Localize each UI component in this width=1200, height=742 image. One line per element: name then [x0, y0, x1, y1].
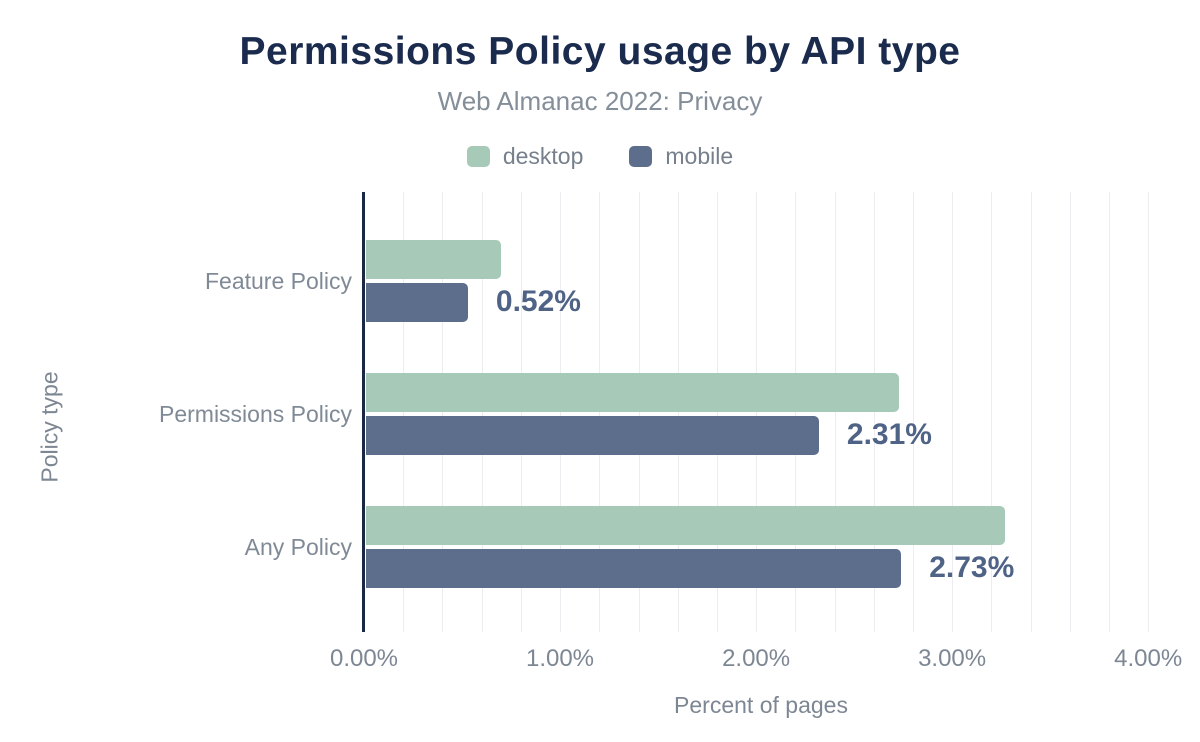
- mobile-bar: [366, 549, 902, 588]
- gridline: [1069, 192, 1071, 632]
- legend-item-desktop: desktop: [466, 143, 584, 170]
- desktop-legend-swatch-icon: [466, 146, 490, 167]
- gridline: [795, 192, 797, 632]
- gridline: [599, 192, 601, 632]
- x-tick-label: 1.00%: [525, 645, 595, 672]
- y-axis-title: Policy type: [36, 371, 63, 483]
- x-tick-label: 3.00%: [918, 645, 987, 672]
- gridline: [1109, 192, 1110, 632]
- x-tick-label: 2.00%: [722, 645, 791, 672]
- mobile-bar: [366, 416, 819, 455]
- category-label: Permissions Policy: [159, 401, 352, 427]
- desktop-legend-label: desktop: [502, 143, 584, 169]
- gridline: [952, 192, 954, 632]
- legend-item-mobile: mobile: [629, 143, 733, 170]
- bar-value-label: 2.31%: [846, 418, 932, 451]
- gridline: [873, 192, 875, 632]
- gridline: [677, 192, 679, 632]
- gridline: [1030, 192, 1032, 632]
- bar-value-label: 2.73%: [929, 551, 1015, 584]
- mobile-legend-label: mobile: [665, 143, 734, 169]
- desktop-bar: [366, 506, 1006, 545]
- y-axis-line: [362, 192, 365, 632]
- mobile-legend-swatch-icon: [629, 146, 653, 167]
- gridline: [520, 192, 522, 632]
- category-label: Feature Policy: [204, 268, 352, 294]
- gridline: [638, 192, 640, 632]
- bar-value-label: 0.52%: [495, 285, 581, 318]
- gridline: [912, 192, 914, 632]
- chart-title: Permissions Policy usage by API type: [239, 30, 961, 73]
- plot-area: 0.52% 2.31% 2.73%: [362, 192, 1158, 632]
- legend: desktop mobile: [0, 143, 1200, 170]
- gridline: [1148, 192, 1150, 632]
- gridline: [560, 192, 561, 632]
- x-tick-label: 4.00%: [1114, 645, 1183, 672]
- gridline: [442, 192, 444, 632]
- category-label: Any Policy: [244, 534, 352, 560]
- gridline: [716, 192, 718, 632]
- x-axis-title: Percent of pages: [674, 692, 848, 718]
- gridline: [756, 192, 758, 632]
- gridline: [991, 192, 993, 632]
- chart-subtitle: Web Almanac 2022: Privacy: [437, 86, 763, 116]
- desktop-bar: [366, 240, 502, 279]
- gridline: [403, 192, 405, 632]
- gridline: [834, 192, 836, 632]
- gridline: [481, 192, 483, 632]
- x-tick-label: 0.00%: [329, 645, 399, 672]
- mobile-bar: [366, 283, 468, 322]
- desktop-bar: [366, 373, 900, 412]
